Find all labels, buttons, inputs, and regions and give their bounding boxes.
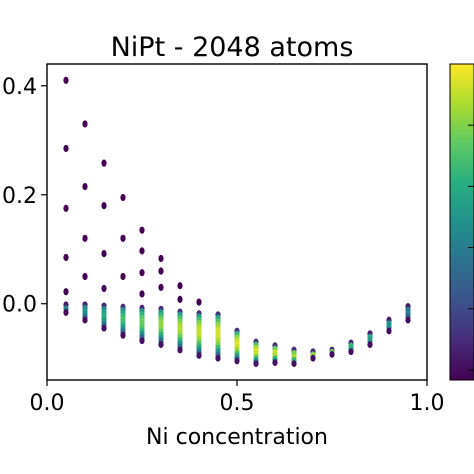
- x-tick-label: 1.0: [410, 391, 445, 416]
- data-point: [63, 288, 69, 296]
- x-axis: 0.0 0.5 1.0: [30, 380, 445, 416]
- data-point: [348, 348, 354, 356]
- data-point: [101, 202, 107, 210]
- colorbar-frame: [449, 63, 474, 381]
- data-point: [158, 341, 164, 348]
- scatter-points: [63, 76, 411, 368]
- data-point: [177, 282, 183, 290]
- data-point: [139, 226, 145, 234]
- data-point: [101, 159, 107, 167]
- colorbar: [450, 64, 474, 380]
- data-point: [139, 269, 145, 277]
- x-tick-label: 0.0: [30, 391, 65, 416]
- data-point: [158, 254, 164, 263]
- data-point: [196, 298, 202, 306]
- data-point: [158, 283, 164, 291]
- data-point: [386, 327, 392, 335]
- data-point: [63, 309, 69, 316]
- data-point: [63, 144, 69, 153]
- data-point: [177, 346, 183, 354]
- data-point: [101, 250, 107, 258]
- data-point: [63, 204, 69, 212]
- data-point: [158, 267, 164, 275]
- y-tick-label: 0.2: [2, 184, 37, 209]
- y-tick-label: 0.0: [2, 293, 37, 318]
- data-point: [272, 359, 278, 366]
- data-point: [82, 316, 88, 324]
- colorbar-ticks: [468, 63, 474, 371]
- data-point: [63, 76, 69, 84]
- data-point: [234, 357, 240, 365]
- data-point: [310, 354, 316, 362]
- chart-title: NiPt - 2048 atoms: [111, 32, 354, 63]
- data-point: [120, 272, 126, 281]
- data-point: [215, 354, 221, 362]
- data-point: [82, 234, 88, 242]
- data-point: [82, 120, 88, 128]
- x-tick-label: 0.5: [220, 391, 255, 416]
- data-point: [82, 182, 88, 191]
- data-point: [139, 337, 145, 345]
- data-point: [367, 341, 373, 348]
- data-point: [120, 193, 126, 202]
- data-point: [63, 253, 69, 262]
- data-point: [101, 324, 107, 332]
- data-point: [291, 360, 297, 368]
- data-point: [82, 272, 88, 281]
- data-point: [253, 360, 259, 368]
- y-axis: 0.0 0.2 0.4: [2, 75, 47, 318]
- data-point: [139, 290, 145, 298]
- data-point: [101, 284, 107, 293]
- y-tick-label: 0.4: [2, 75, 37, 100]
- data-point: [120, 234, 126, 242]
- data-point: [196, 352, 202, 359]
- data-point: [120, 331, 126, 339]
- data-point: [139, 247, 145, 255]
- data-point: [405, 316, 411, 324]
- x-axis-label: Ni concentration: [146, 425, 328, 450]
- data-point: [177, 295, 183, 303]
- data-point: [329, 350, 335, 358]
